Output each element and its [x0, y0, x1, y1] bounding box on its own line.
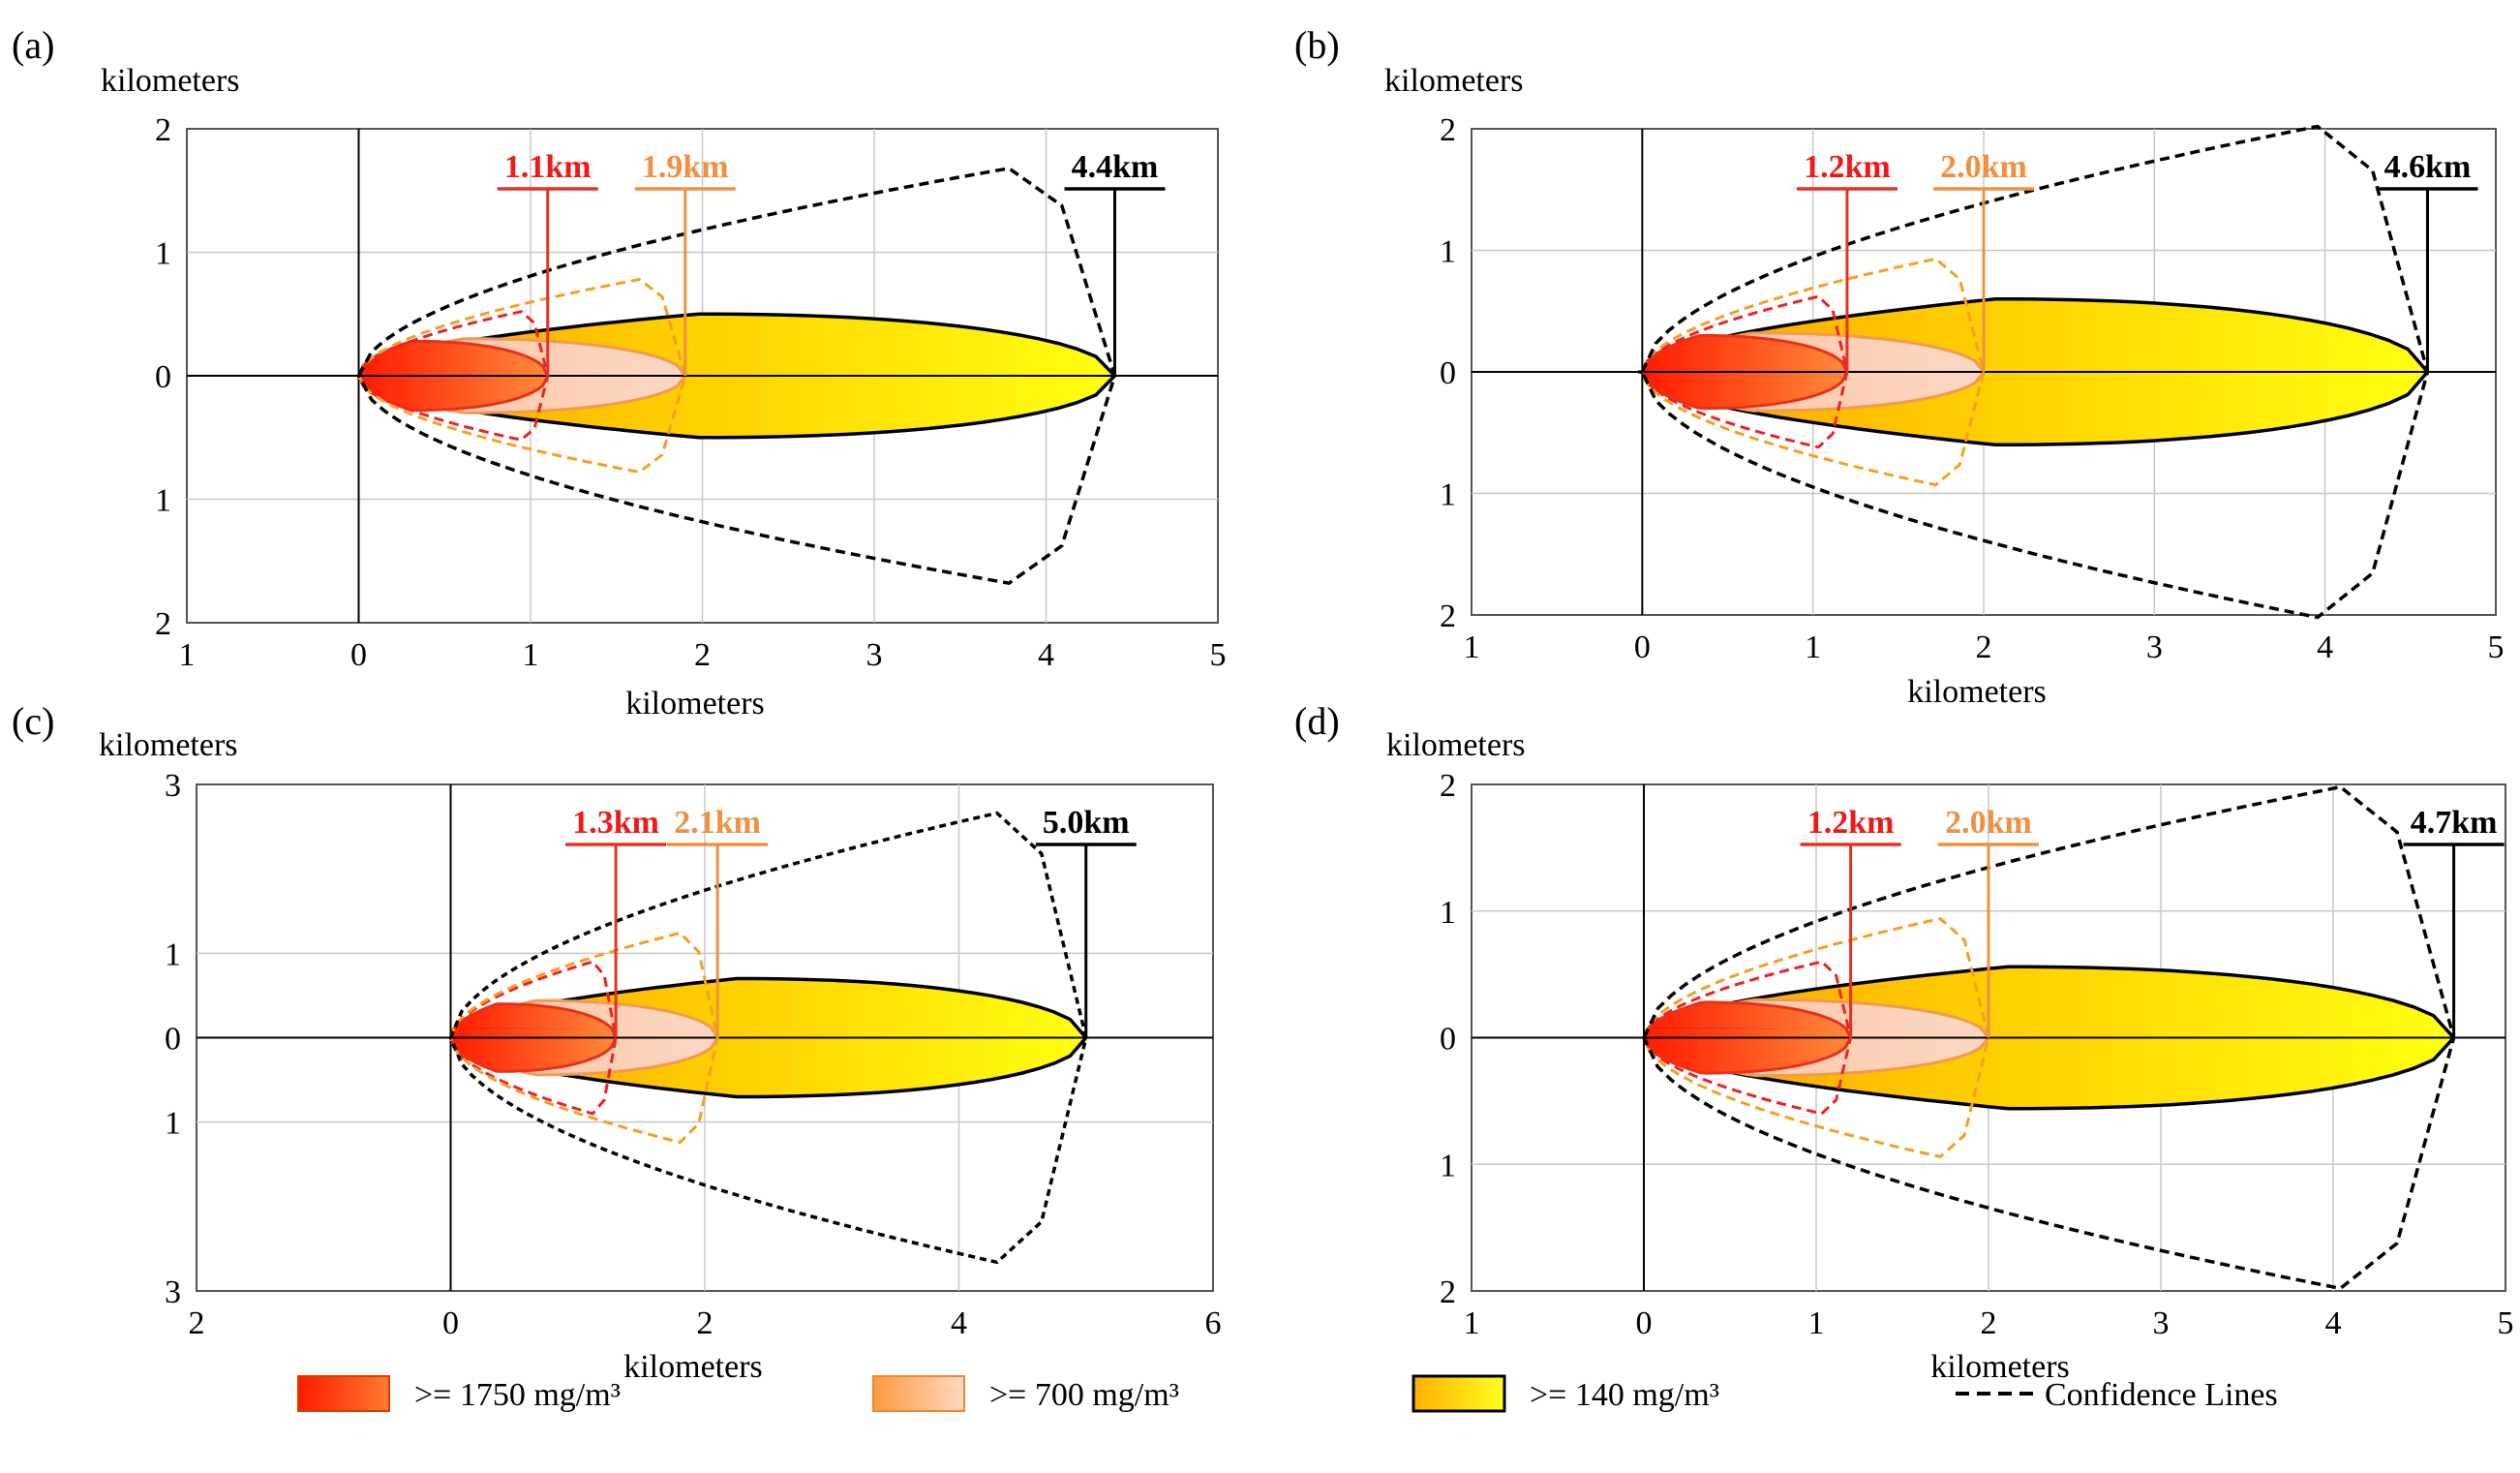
x-axis-title: kilometers	[625, 686, 765, 721]
x-tick-label: 1	[1464, 629, 1480, 665]
distance-label-yellow: 4.4km	[1072, 149, 1159, 185]
legend-label-yellow: >= 140 mg/m³	[1530, 1377, 1719, 1413]
y-tick-label: 3	[165, 768, 181, 804]
panel-label: (d)	[1294, 699, 1340, 743]
distance-label-orange: 2.1km	[674, 805, 761, 841]
y-tick-label: 1	[1440, 234, 1456, 270]
y-tick-label: 1	[165, 1106, 181, 1142]
x-tick-label: 2	[189, 1305, 205, 1341]
y-tick-label: 2	[1440, 768, 1456, 804]
x-tick-label: 1	[1464, 1305, 1480, 1341]
y-tick-label: 2	[1440, 1274, 1456, 1310]
distance-label-red: 1.3km	[572, 805, 659, 841]
x-tick-label: 1	[523, 637, 539, 673]
x-tick-label: 2	[1981, 1305, 1997, 1341]
y-tick-label: 0	[1440, 1022, 1456, 1058]
confidence-line-red	[448, 960, 618, 1116]
confidence-line-orange	[356, 277, 687, 475]
legend: >= 1750 mg/m³ >= 700 mg/m³ >= 140 mg/m³ …	[297, 1374, 2278, 1413]
y-axis-title: kilometers	[101, 63, 240, 99]
distance-label-red: 1.2km	[1804, 149, 1891, 185]
x-tick-label: 0	[1634, 629, 1651, 665]
panel-label: (c)	[12, 699, 54, 743]
x-tick-label: 3	[2146, 629, 2163, 665]
x-tick-label: 2	[694, 637, 711, 673]
panel-label: (a)	[12, 23, 54, 67]
y-axis-title: kilometers	[1386, 727, 1526, 763]
x-tick-label: 1	[1808, 1305, 1825, 1341]
distance-label-orange: 2.0km	[1945, 805, 2032, 841]
y-tick-label: 3	[165, 1274, 181, 1310]
y-tick-label: 1	[155, 236, 171, 272]
y-tick-label: 0	[1440, 355, 1456, 391]
x-tick-label: 5	[1210, 637, 1227, 673]
y-tick-label: 1	[165, 936, 181, 972]
y-tick-label: 2	[1440, 112, 1456, 148]
x-tick-label: 1	[179, 637, 196, 673]
x-axis-title: kilometers	[1930, 1349, 2070, 1385]
distance-label-orange: 1.9km	[642, 149, 729, 185]
x-tick-label: 0	[442, 1305, 459, 1341]
distance-label-red: 1.2km	[1807, 805, 1895, 841]
y-tick-label: 2	[155, 606, 171, 642]
y-tick-label: 2	[155, 112, 171, 148]
x-tick-label: 4	[1038, 637, 1054, 673]
x-tick-label: 1	[1805, 629, 1821, 665]
y-tick-label: 1	[1440, 1148, 1456, 1183]
confidence-line-orange	[1642, 916, 1990, 1159]
y-tick-label: 1	[155, 483, 171, 519]
legend-label-red: >= 1750 mg/m³	[414, 1377, 621, 1413]
y-tick-label: 0	[165, 1022, 181, 1058]
distance-label-yellow: 5.0km	[1043, 805, 1130, 841]
legend-swatch-yellow	[1412, 1374, 1506, 1413]
x-tick-label: 3	[866, 637, 883, 673]
legend-label-confidence: Confidence Lines	[2045, 1377, 2278, 1413]
x-tick-label: 5	[2488, 629, 2505, 665]
distance-label-yellow: 4.7km	[2411, 805, 2498, 841]
legend-swatch-red	[297, 1375, 390, 1412]
x-tick-label: 4	[951, 1305, 967, 1341]
y-axis-title: kilometers	[1384, 63, 1524, 99]
panel-label: (b)	[1294, 23, 1340, 67]
legend-label-orange: >= 700 mg/m³	[989, 1377, 1179, 1413]
distance-label-red: 1.1km	[504, 149, 592, 185]
distance-label-orange: 2.0km	[1940, 149, 2027, 185]
x-axis-title: kilometers	[1907, 674, 2047, 710]
legend-swatch-orange	[872, 1375, 965, 1412]
x-tick-label: 4	[2317, 629, 2333, 665]
y-tick-label: 1	[1440, 895, 1456, 931]
x-tick-label: 2	[697, 1305, 713, 1341]
confidence-line-orange	[1639, 257, 1986, 487]
x-axis-title: kilometers	[623, 1349, 763, 1385]
x-tick-label: 2	[1976, 629, 1992, 665]
y-axis-title: kilometers	[99, 727, 238, 763]
y-tick-label: 0	[155, 359, 171, 395]
distance-label-yellow: 4.6km	[2384, 149, 2472, 185]
x-tick-label: 6	[1205, 1305, 1222, 1341]
x-tick-label: 4	[2325, 1305, 2342, 1341]
panel-c: (c) kilometers kilometers 2 0 2 4 6 3 1 0 1 3 1.3km 2.…	[12, 699, 1222, 1385]
x-tick-label: 3	[2153, 1305, 2170, 1341]
y-tick-label: 1	[1440, 477, 1456, 513]
x-tick-label: 0	[1636, 1305, 1653, 1341]
x-tick-label: 0	[350, 637, 367, 673]
x-tick-label: 5	[2498, 1305, 2514, 1341]
y-tick-label: 2	[1440, 598, 1456, 634]
